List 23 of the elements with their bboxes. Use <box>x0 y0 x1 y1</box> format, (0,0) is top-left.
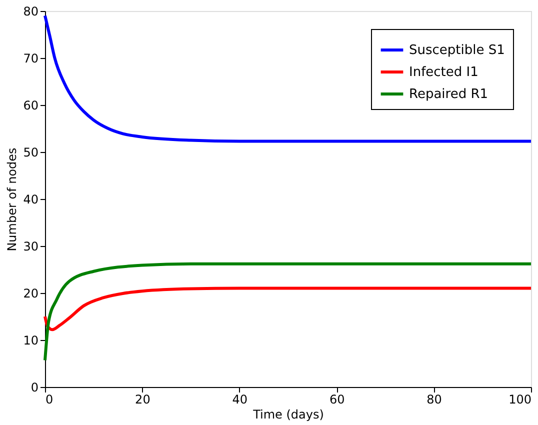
x-tick-label: 40 <box>232 392 248 406</box>
y-tick-label: 20 <box>23 286 38 300</box>
legend-label: Infected I1 <box>409 65 478 80</box>
y-tick-label: 10 <box>23 334 38 348</box>
legend-label: Repaired R1 <box>409 87 488 102</box>
y-tick-label: 0 <box>30 380 38 394</box>
x-tick-label: 0 <box>46 392 54 406</box>
line-series <box>44 262 532 362</box>
x-tick-label: 80 <box>426 392 442 406</box>
y-tick-label: 60 <box>23 98 38 112</box>
line-series <box>44 14 532 143</box>
y-axis-title: Number of nodes <box>5 148 20 252</box>
x-axis-title: Time (days) <box>252 408 324 422</box>
x-tick-label: 20 <box>135 392 150 406</box>
line-series <box>44 286 532 332</box>
y-tick-label: 50 <box>23 146 38 160</box>
y-tick-label: 40 <box>23 192 38 206</box>
y-tick-label: 70 <box>23 52 38 66</box>
x-tick-label: 60 <box>329 392 345 406</box>
x-tick-label: 100 <box>508 392 532 406</box>
y-tick-label: 80 <box>23 4 38 18</box>
legend-label: Susceptible S1 <box>409 43 505 58</box>
y-tick-label: 30 <box>23 240 38 254</box>
